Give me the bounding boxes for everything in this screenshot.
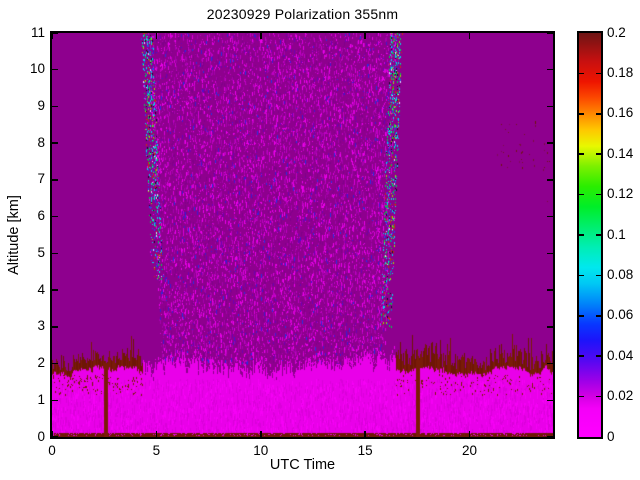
colorbar-tick-label: 0.06 [607, 307, 634, 323]
x-tick-mark [364, 33, 366, 39]
x-tick-label: 15 [357, 443, 373, 458]
y-tick-mark [547, 68, 553, 71]
colorbar-tick-label: 0.08 [607, 266, 634, 282]
x-axis-label: UTC Time [269, 457, 336, 473]
heatmap-canvas [52, 33, 553, 437]
colorbar-tick-mark [579, 153, 584, 155]
colorbar-tick-mark [579, 315, 584, 317]
y-tick-label: 5 [37, 244, 45, 260]
y-tick-mark [52, 105, 58, 108]
y-tick-mark [547, 215, 553, 218]
y-tick-mark [547, 399, 553, 402]
y-tick-mark [52, 215, 58, 218]
colorbar-tick-mark [596, 315, 601, 317]
y-tick-label: 7 [37, 171, 45, 187]
x-tick-mark [155, 431, 158, 437]
y-tick-label: 10 [29, 61, 45, 77]
colorbar-tick-mark [579, 72, 584, 75]
x-tick-mark [155, 33, 158, 39]
y-tick-mark [547, 326, 553, 328]
colorbar-tick-mark [596, 193, 601, 196]
y-tick-label: 11 [30, 24, 45, 40]
y-tick-mark [547, 32, 553, 34]
colorbar-tick-label: 0.18 [607, 64, 634, 80]
y-axis-label: Altitude [km] [6, 195, 22, 275]
colorbar-tick-mark [579, 355, 584, 357]
x-tick-label: 0 [48, 443, 56, 458]
y-tick-label: 8 [37, 134, 45, 150]
x-tick-label: 20 [461, 443, 478, 458]
y-tick-label: 9 [37, 97, 45, 113]
y-tick-mark [547, 289, 553, 291]
y-tick-mark [52, 68, 58, 71]
x-tick-mark [468, 33, 471, 39]
y-tick-label: 4 [37, 281, 45, 297]
colorbar-tick-mark [579, 234, 584, 236]
colorbar-tick-label: 0.2 [607, 24, 626, 40]
colorbar-tick-label: 0.02 [607, 388, 634, 404]
y-tick-mark [547, 142, 553, 144]
y-tick-mark [52, 362, 58, 365]
y-tick-label: 1 [37, 391, 45, 407]
colorbar-tick-mark [596, 234, 601, 236]
colorbar-tick-mark [596, 274, 601, 277]
x-tick-mark [364, 431, 366, 437]
colorbar-tick-label: 0.1 [607, 226, 626, 242]
colorbar-tick-label: 0.04 [607, 347, 634, 363]
x-tick-mark [260, 431, 262, 437]
x-tick-mark [51, 431, 53, 437]
y-tick-mark [52, 399, 58, 402]
colorbar-tick-mark [596, 395, 601, 398]
colorbar-tick-mark [579, 193, 584, 196]
colorbar-tick-mark [596, 355, 601, 357]
colorbar-tick-label: 0.16 [607, 105, 634, 121]
colorbar-tick-label: 0.12 [607, 186, 634, 202]
y-tick-label: 3 [37, 318, 45, 334]
y-tick-label: 6 [37, 208, 45, 224]
y-tick-mark [52, 436, 58, 438]
x-tick-mark [51, 33, 53, 39]
y-tick-mark [52, 179, 58, 181]
y-tick-mark [52, 326, 58, 328]
colorbar-tick-mark [596, 72, 601, 75]
y-tick-mark [52, 289, 58, 291]
x-tick-label: 5 [152, 443, 161, 458]
y-tick-mark [52, 142, 58, 144]
x-tick-label: 10 [253, 443, 269, 458]
colorbar-tick-mark [579, 113, 584, 115]
y-tick-label: 0 [37, 428, 45, 444]
y-tick-mark [547, 362, 553, 365]
colorbar-tick-label: 0 [607, 428, 615, 444]
y-tick-mark [52, 252, 58, 255]
y-tick-label: 2 [37, 355, 45, 371]
colorbar-tick-mark [579, 395, 584, 398]
colorbar-tick-mark [596, 113, 601, 115]
y-tick-mark [547, 105, 553, 108]
colorbar [577, 31, 603, 439]
x-tick-mark [260, 33, 262, 39]
colorbar-tick-mark [579, 274, 584, 277]
plot-area [50, 31, 555, 439]
y-tick-mark [547, 436, 553, 438]
colorbar-tick-label: 0.14 [607, 145, 634, 161]
colorbar-tick-mark [596, 153, 601, 155]
plot-title: 20230929 Polarization 355nm [206, 6, 399, 22]
y-tick-mark [52, 32, 58, 34]
y-tick-mark [547, 252, 553, 255]
x-tick-mark [468, 431, 471, 437]
y-tick-mark [547, 179, 553, 181]
